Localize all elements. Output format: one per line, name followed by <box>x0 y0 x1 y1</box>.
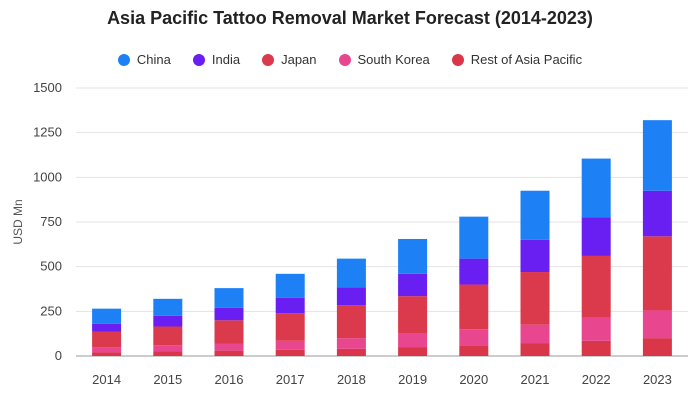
y-tick-label: 250 <box>40 303 62 318</box>
legend-label: Japan <box>281 52 317 67</box>
bar-segment[interactable] <box>520 324 550 344</box>
bar-segment[interactable] <box>153 345 183 352</box>
legend-label: India <box>211 52 241 67</box>
bar-segment[interactable] <box>153 315 183 327</box>
legend-swatch <box>117 53 130 66</box>
x-tick-label: 2023 <box>643 372 672 387</box>
bar-segment[interactable] <box>398 333 428 348</box>
bar-segment[interactable] <box>153 298 183 316</box>
legend-swatch <box>451 53 464 66</box>
x-tick-label: 2019 <box>398 372 427 387</box>
bar-segment[interactable] <box>92 352 122 356</box>
bar-segment[interactable] <box>336 305 366 339</box>
bar-segment[interactable] <box>520 190 550 240</box>
legend-swatch <box>338 53 351 66</box>
bar-segment[interactable] <box>459 258 489 285</box>
x-tick-label: 2018 <box>337 372 366 387</box>
bar-segment[interactable] <box>642 310 672 339</box>
bar-segment[interactable] <box>214 307 244 321</box>
bar-segment[interactable] <box>275 297 305 314</box>
x-tick-label: 2017 <box>276 372 305 387</box>
bar-segment[interactable] <box>459 329 489 346</box>
legend-item[interactable]: Rest of Asia Pacific <box>451 52 583 67</box>
x-tick-label: 2021 <box>521 372 550 387</box>
bar-segment[interactable] <box>459 284 489 330</box>
bar-segment[interactable] <box>459 345 489 356</box>
bar-segment[interactable] <box>520 272 550 325</box>
x-tick-label: 2015 <box>153 372 182 387</box>
legend-label: Rest of Asia Pacific <box>470 52 583 67</box>
legend-item[interactable]: India <box>192 52 241 67</box>
y-tick-label: 500 <box>40 259 62 274</box>
bar-segment[interactable] <box>520 343 550 356</box>
bar-segment[interactable] <box>642 338 672 356</box>
bar-segment[interactable] <box>92 347 122 353</box>
bar-segment[interactable] <box>398 238 428 274</box>
bar-segment[interactable] <box>92 308 122 324</box>
x-tick-label: 2020 <box>459 372 488 387</box>
bar-segment[interactable] <box>92 331 122 348</box>
legend-item[interactable]: Japan <box>262 52 317 67</box>
bar-segment[interactable] <box>336 348 366 356</box>
bar-segment[interactable] <box>275 313 305 341</box>
bar-segment[interactable] <box>581 340 611 356</box>
bar-segment[interactable] <box>214 288 244 308</box>
bar-segment[interactable] <box>92 323 122 332</box>
bar-segment[interactable] <box>214 350 244 356</box>
legend-item[interactable]: South Korea <box>338 52 430 67</box>
y-tick-label: 1000 <box>33 169 62 184</box>
bar-segment[interactable] <box>581 217 611 256</box>
bar-segment[interactable] <box>398 296 428 334</box>
bar-segment[interactable] <box>581 317 611 341</box>
bar-segment[interactable] <box>581 158 611 218</box>
legend-label: China <box>136 52 171 67</box>
bar-segment[interactable] <box>398 347 428 356</box>
bar-segment[interactable] <box>214 343 244 351</box>
x-tick-label: 2016 <box>215 372 244 387</box>
bar-segment[interactable] <box>336 338 366 349</box>
bar-segment[interactable] <box>336 258 366 288</box>
legend-swatch <box>262 53 275 66</box>
y-tick-label: 1250 <box>33 125 62 140</box>
bar-segment[interactable] <box>153 351 183 356</box>
y-tick-label: 750 <box>40 214 62 229</box>
y-tick-label: 1500 <box>33 80 62 95</box>
bar-segment[interactable] <box>275 349 305 356</box>
bar-segment[interactable] <box>642 190 672 237</box>
bar-segment[interactable] <box>336 287 366 306</box>
legend: China India Japan South Korea Rest of Asia P… <box>0 52 700 67</box>
bar-segment[interactable] <box>642 120 672 191</box>
x-tick-label: 2014 <box>92 372 121 387</box>
bar-segment[interactable] <box>275 340 305 350</box>
chart-title: Asia Pacific Tattoo Removal Market Forec… <box>107 8 593 28</box>
bar-segment[interactable] <box>459 216 489 259</box>
bar-segment[interactable] <box>275 273 305 298</box>
bar-segment[interactable] <box>520 239 550 273</box>
bar-segment[interactable] <box>581 255 611 318</box>
bar-segment[interactable] <box>398 273 428 297</box>
bar-segment[interactable] <box>153 326 183 346</box>
x-tick-label: 2022 <box>582 372 611 387</box>
legend-swatch <box>192 53 205 66</box>
legend-label: South Korea <box>357 52 430 67</box>
bar-segment[interactable] <box>642 236 672 311</box>
y-axis-title: USD Mn <box>11 199 25 244</box>
y-tick-label: 0 <box>55 348 62 363</box>
bar-segment[interactable] <box>214 320 244 344</box>
legend-item[interactable]: China <box>117 52 171 67</box>
